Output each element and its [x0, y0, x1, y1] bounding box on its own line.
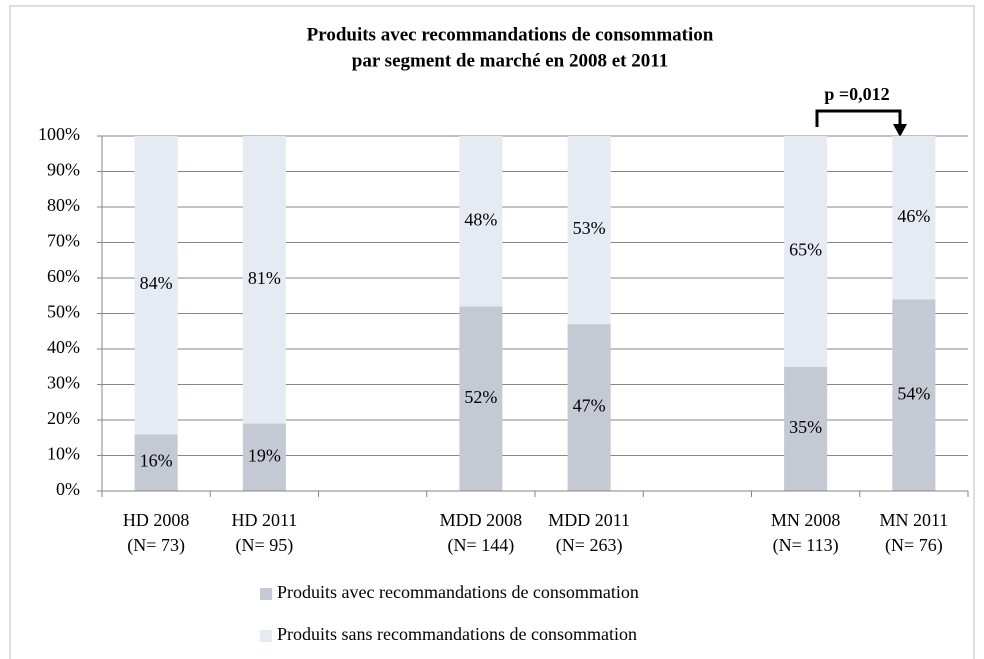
chart-title: Produits avec recommandations de consomm… — [307, 24, 714, 45]
bar-segment — [567, 136, 611, 325]
x-tick-label: (N= 263) — [556, 535, 623, 556]
x-tick-label: MN 2008 — [771, 510, 841, 530]
legend-label: Produits avec recommandations de consomm… — [277, 582, 639, 602]
bar-segment — [242, 423, 286, 491]
x-tick-label: (N= 144) — [448, 535, 515, 556]
x-tick-label: (N= 73) — [127, 535, 185, 556]
x-tick-label: MDD 2011 — [548, 510, 630, 530]
arrow-head — [893, 124, 907, 137]
y-tick-label: 40% — [47, 337, 80, 357]
y-tick-label: 90% — [47, 160, 80, 180]
bar-segment — [784, 136, 828, 367]
data-label: 16% — [140, 451, 173, 471]
bar-segment — [459, 306, 503, 491]
data-label: 48% — [464, 209, 497, 229]
x-tick-label: (N= 95) — [236, 535, 294, 556]
y-tick-label: 30% — [47, 373, 80, 393]
x-tick-label: (N= 113) — [773, 535, 839, 556]
data-label: 65% — [789, 240, 822, 260]
x-tick-label: HD 2008 — [123, 510, 190, 530]
legend-swatch — [260, 630, 272, 642]
y-tick-label: 20% — [47, 408, 80, 428]
x-tick-label: (N= 76) — [885, 535, 943, 556]
bracket — [815, 109, 902, 128]
data-label: 54% — [897, 383, 930, 403]
y-tick-label: 70% — [47, 231, 80, 251]
annotation: p =0,012 — [824, 84, 889, 104]
data-label: 35% — [789, 417, 822, 437]
bar-segment — [567, 324, 611, 491]
y-tick-label: 60% — [47, 266, 80, 286]
y-tick-label: 100% — [38, 124, 80, 144]
bar-segment — [892, 136, 936, 300]
data-label: 52% — [464, 387, 497, 407]
x-tick-label: HD 2011 — [231, 510, 297, 530]
x-tick-label: MN 2011 — [879, 510, 948, 530]
bar-segment — [134, 136, 178, 435]
data-label: 81% — [248, 268, 281, 288]
bar-segment — [459, 136, 503, 307]
bar-segment — [892, 299, 936, 491]
y-tick-label: 10% — [47, 444, 80, 464]
data-label: 46% — [897, 206, 930, 226]
legend-label: Produits sans recommandations de consomm… — [277, 624, 637, 644]
bar-segment — [242, 136, 286, 424]
chart-title: par segment de marché en 2008 et 2011 — [352, 50, 668, 71]
bar-segment — [134, 434, 178, 491]
y-tick-label: 0% — [56, 479, 80, 499]
data-label: 84% — [140, 273, 173, 293]
data-label: 19% — [248, 445, 281, 465]
y-tick-label: 80% — [47, 195, 80, 215]
data-label: 53% — [573, 218, 606, 238]
x-tick-label: MDD 2008 — [440, 510, 523, 530]
bar-segment — [784, 366, 828, 491]
legend-swatch — [260, 588, 272, 600]
y-tick-label: 50% — [47, 302, 80, 322]
data-label: 47% — [573, 396, 606, 416]
